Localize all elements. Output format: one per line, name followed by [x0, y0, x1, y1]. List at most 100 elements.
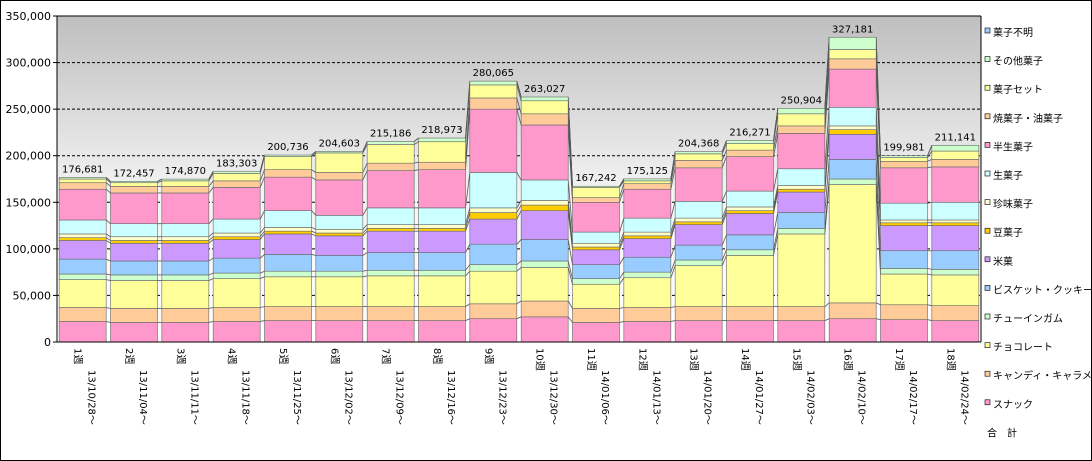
- total-label: 167,242: [575, 173, 616, 184]
- x-tick-date-label: 13/12/02～: [342, 370, 353, 425]
- bar-segment: [623, 178, 672, 182]
- series-connector: [157, 178, 163, 182]
- series-connector: [824, 159, 830, 213]
- series-connector: [208, 307, 214, 309]
- series-connector: [875, 159, 881, 251]
- x-tick-date-label: 14/02/10～: [856, 370, 867, 425]
- bar-segment: [520, 124, 569, 181]
- bar-segment: [623, 180, 672, 184]
- bar-segment: [674, 160, 723, 169]
- bar-segment: [418, 141, 466, 163]
- x-tick-date-label: 14/01/13～: [650, 370, 661, 425]
- bar-segment: [572, 231, 620, 244]
- series-connector: [414, 161, 419, 164]
- x-tick-label: 10週: [534, 348, 546, 371]
- series-connector: [670, 265, 676, 278]
- series-connector: [106, 321, 111, 323]
- series-connector: [208, 180, 214, 187]
- series-connector: [105, 219, 111, 225]
- series-connector: [516, 172, 522, 181]
- bar-segment: [726, 213, 774, 236]
- series-connector: [670, 320, 676, 322]
- series-connector: [105, 233, 111, 238]
- y-tick-label: 250,000: [6, 103, 52, 116]
- bar-segment: [828, 129, 877, 135]
- bar-segment: [828, 68, 877, 108]
- x-tick-week: 3週: [174, 348, 186, 364]
- bar-segment: [110, 223, 158, 238]
- bar-segment: [418, 230, 466, 253]
- legend-swatch: [984, 142, 991, 148]
- bar-segment: [110, 192, 158, 225]
- x-tick-date-label: 13/11/04～: [137, 370, 148, 425]
- bar-segment: [212, 218, 261, 234]
- total-label: 172,457: [113, 168, 154, 179]
- series-connector: [516, 200, 522, 209]
- series-connector: [311, 176, 317, 181]
- series-connector: [516, 210, 522, 220]
- series-connector: [208, 187, 214, 194]
- series-connector: [516, 109, 522, 126]
- bar-segment: [315, 179, 364, 216]
- bar-segment: [520, 200, 569, 206]
- series-connector: [824, 69, 830, 134]
- bar-segment: [674, 221, 723, 225]
- legend-label: 米菓: [993, 255, 1013, 268]
- series-connector: [465, 97, 471, 163]
- series-connector: [721, 255, 727, 266]
- series-connector: [465, 207, 471, 225]
- series-connector: [721, 210, 727, 222]
- legend-label: 焼菓子・油菓子: [993, 112, 1063, 125]
- bar-segment: [726, 210, 774, 214]
- bar-segment: [828, 184, 877, 304]
- x-tick-week: 7週: [380, 348, 392, 364]
- bar-segment: [366, 207, 415, 225]
- series-connector: [413, 137, 419, 142]
- bar-segment: [777, 168, 826, 186]
- series-connector: [516, 316, 522, 320]
- bar-segment: [315, 276, 364, 307]
- bar-segment: [880, 167, 928, 204]
- legend-swatch: [984, 56, 991, 62]
- series-connector: [670, 259, 676, 273]
- bar-segment: [418, 228, 466, 232]
- series-connector: [824, 178, 830, 229]
- x-tick-date-label: 13/11/18～: [240, 370, 251, 425]
- bar-segment: [520, 210, 569, 240]
- series-connector: [106, 279, 111, 281]
- series-connector: [362, 252, 368, 256]
- x-tick-date-label: 13/11/25～: [291, 370, 302, 425]
- bar-segment: [366, 269, 415, 277]
- bar-segment: [264, 227, 312, 232]
- series-connector: [721, 156, 727, 168]
- legend-swatch: [984, 370, 991, 377]
- series-connector: [670, 218, 676, 233]
- bar-segment: [623, 235, 672, 239]
- bar-segment: [418, 275, 466, 307]
- bar-segment: [674, 244, 723, 261]
- series-connector: [208, 257, 214, 262]
- bar-segment: [726, 255, 774, 307]
- total-label: 280,065: [473, 68, 514, 79]
- series-connector: [619, 321, 624, 323]
- bar-segment: [931, 269, 980, 276]
- bar-segment: [469, 212, 518, 220]
- series-connector-lines: [105, 37, 933, 323]
- series-connector: [105, 178, 111, 184]
- bar-segment: [58, 321, 107, 343]
- bar-segment: [366, 141, 415, 145]
- x-tick-week: 9週: [482, 348, 494, 364]
- bar-segment: [777, 188, 826, 193]
- bar-segment: [366, 306, 415, 321]
- series-connector: [516, 204, 522, 213]
- bar-segment: [828, 159, 877, 180]
- bar-segment: [366, 162, 415, 171]
- series-connector: [824, 107, 830, 169]
- series-connector: [567, 300, 573, 309]
- series-connector: [927, 319, 932, 321]
- series-connector: [927, 159, 932, 162]
- bar-segment: [828, 302, 877, 320]
- bar-segment: [674, 201, 723, 219]
- legend-swatch: [984, 399, 991, 406]
- bar-segment: [366, 170, 415, 209]
